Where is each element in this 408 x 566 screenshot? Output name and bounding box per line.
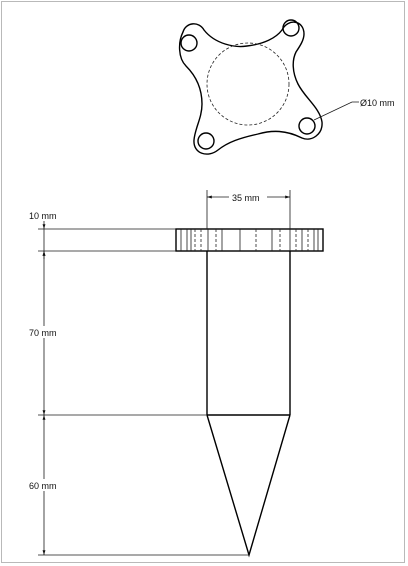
top-view: Ø10 mm [178, 19, 395, 155]
dimension-shaft-length: 70 mm [28, 251, 60, 415]
front-view [175, 228, 324, 558]
bolt-hole-top-left [180, 34, 198, 52]
bolt-hole-top-right [282, 19, 300, 37]
dimension-flange-width: 35 mm [206, 190, 291, 229]
dim-label-60mm: 60 mm [29, 481, 57, 491]
flange-hidden-lines [180, 229, 319, 251]
dimension-flange-thickness: 10 mm [29, 211, 57, 259]
diameter-leader [313, 101, 359, 121]
dim-label-35mm: 35 mm [232, 193, 260, 203]
flange-side [175, 228, 324, 252]
flange-outline [178, 21, 323, 155]
dim-label-10mm: 10 mm [29, 211, 57, 221]
bolt-hole-bottom-right [298, 117, 316, 135]
diameter-label: Ø10 mm [360, 98, 395, 108]
dim-label-70mm: 70 mm [29, 328, 57, 338]
hidden-bore-circle [206, 42, 290, 126]
bolt-hole-bottom-left [197, 132, 215, 150]
dimension-tip-length: 60 mm [28, 415, 60, 555]
dimension-extension-lines [38, 228, 249, 556]
conical-tip [206, 414, 291, 558]
